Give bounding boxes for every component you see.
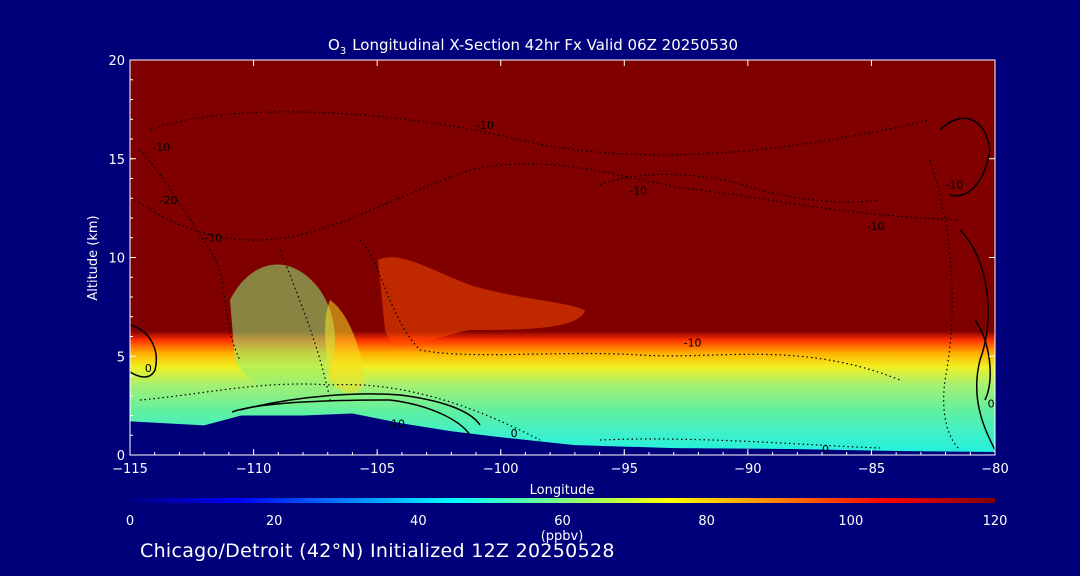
y-axis-ticks: 0 5 10 15 20: [108, 54, 995, 464]
contour-dotted: [359, 239, 901, 381]
y-tick-label: 20: [108, 54, 125, 69]
x-tick-label: −90: [734, 462, 761, 477]
contour-solid: [939, 117, 991, 197]
contour-dotted: [139, 383, 541, 441]
contour-dotted: [149, 111, 931, 156]
contour-label: -10: [204, 232, 222, 245]
contour-solid: [959, 229, 995, 451]
title-text: Longitudinal X-Section 42hr Fx Valid 06Z…: [352, 36, 738, 54]
x-axis-ticks: −115 −110 −105 −100 −95 −90 −85 −80: [112, 60, 1009, 477]
contour-label: -10: [387, 417, 405, 430]
x-tick-label: −115: [112, 462, 148, 477]
chart-title: O3 Longitudinal X-Section 42hr Fx Valid 0…: [328, 36, 738, 57]
x-tick-label: −95: [611, 462, 638, 477]
contour-dotted: [279, 249, 331, 401]
colorbar-tick-label: 60: [554, 514, 571, 529]
contour-solid: [130, 324, 157, 378]
contour-dotted: [139, 149, 241, 361]
contour-label: 0: [822, 443, 829, 456]
colorbar-tick-label: 0: [126, 514, 134, 529]
contour-label: 0: [145, 362, 152, 375]
x-tick-label: −85: [858, 462, 885, 477]
colorbar: [130, 498, 995, 503]
y-axis-label: Altitude (km): [86, 215, 101, 300]
colorbar-tick-label: 20: [266, 514, 283, 529]
contour-label: -10: [629, 184, 647, 197]
contour-lines: [130, 111, 995, 451]
colorbar-tick-label: 80: [698, 514, 715, 529]
contour-dotted: [599, 438, 881, 449]
contour-label: -10: [476, 119, 494, 132]
x-tick-label: −80: [981, 462, 1008, 477]
contour-label: -10: [946, 178, 964, 191]
contour-labels: -10 -20 -10 -10 -10 -10 -10 -10 -10 0 0 0 0: [145, 119, 995, 456]
contour-dotted: [599, 173, 881, 203]
x-tick-label: −100: [483, 462, 519, 477]
title-subscript: 3: [340, 46, 346, 57]
y-tick-label: 5: [117, 350, 125, 365]
x-tick-label: −110: [236, 462, 272, 477]
colorbar-tick-label: 40: [410, 514, 427, 529]
x-tick-label: −105: [359, 462, 395, 477]
contour-label: -10: [152, 141, 170, 154]
y-tick-label: 0: [117, 449, 125, 464]
y-tick-label: 10: [108, 252, 125, 267]
x-axis-label: Longitude: [530, 483, 595, 498]
contour-dotted: [929, 159, 961, 451]
low-ozone-patch: [230, 264, 335, 394]
contour-label: 0: [988, 398, 995, 411]
colorbar-tick-label: 120: [983, 514, 1008, 529]
title-species: O: [328, 36, 340, 54]
contour-label: -10: [866, 220, 884, 233]
contour-label: -20: [160, 194, 178, 207]
colorbar-label: (ppbv): [541, 529, 584, 544]
contour-solid: [974, 319, 991, 401]
ozone-plume: [325, 300, 365, 394]
y-tick-label: 15: [108, 153, 125, 168]
colorbar-ticks: 0 20 40 60 80 100 120: [126, 514, 1008, 529]
run-info-footer: Chicago/Detroit (42°N) Initialized 12Z 2…: [140, 540, 615, 562]
terrain: [130, 413, 995, 455]
contour-label: -10: [684, 336, 702, 349]
contour-solid: [239, 393, 481, 426]
high-ozone-patch: [378, 257, 585, 346]
colorbar-tick-label: 100: [838, 514, 863, 529]
contour-label: 0: [511, 427, 518, 440]
